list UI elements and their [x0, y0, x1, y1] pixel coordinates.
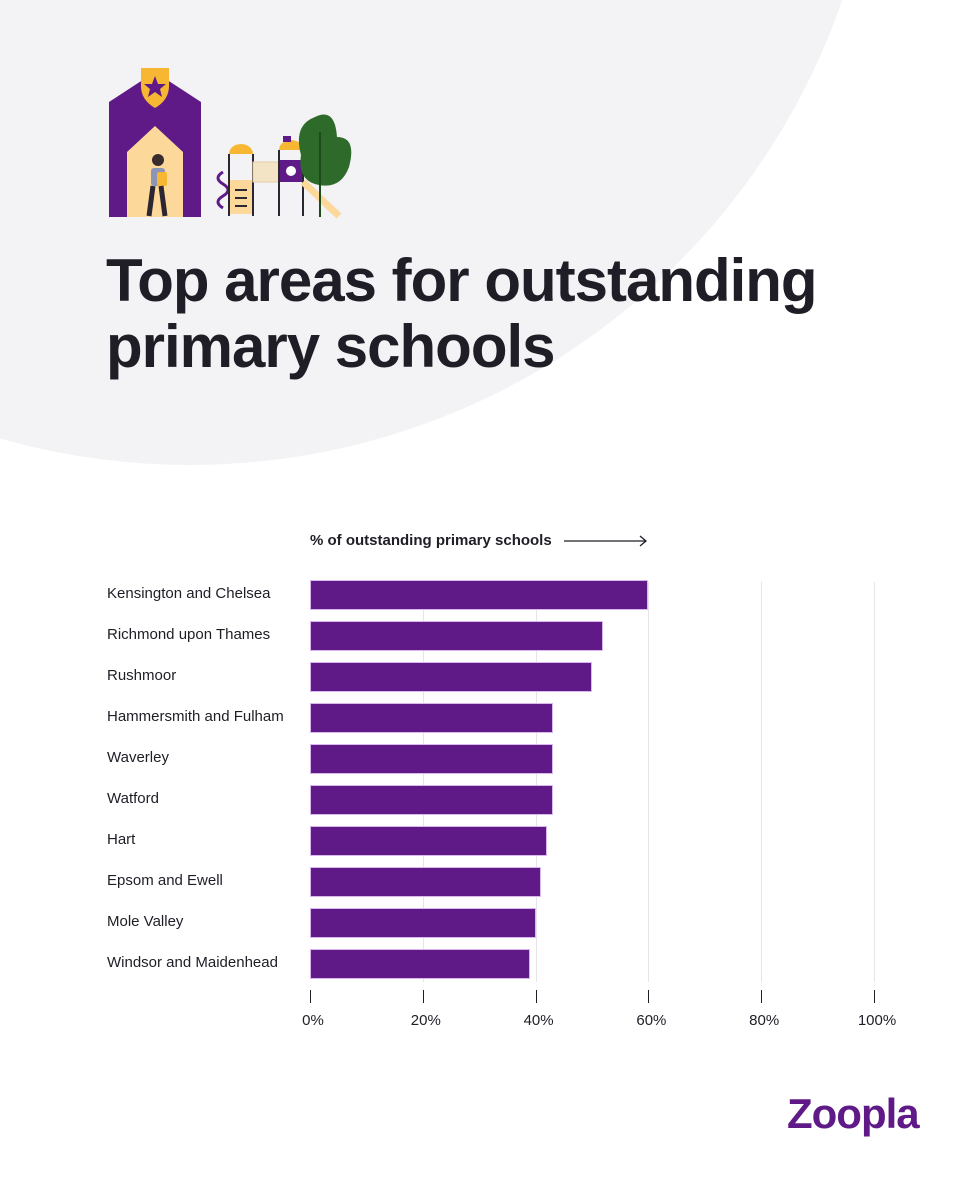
- chart-row: Richmond upon Thames: [0, 619, 980, 651]
- chart-row: Mole Valley: [0, 906, 980, 938]
- chart-row: Hart: [0, 824, 980, 856]
- axis-tick-label: 80%: [749, 1012, 780, 1029]
- axis-tick-label: 60%: [636, 1012, 667, 1029]
- axis-tick-label: 0%: [302, 1012, 324, 1029]
- axis-title-text: % of outstanding primary schools: [310, 532, 552, 549]
- category-label: Watford: [107, 790, 159, 807]
- category-label: Hart: [107, 831, 136, 848]
- axis-tick: [648, 990, 650, 1003]
- axis-tick-label: 20%: [410, 1012, 441, 1029]
- school-illustration: [109, 68, 352, 219]
- axis-title: % of outstanding primary schools: [310, 532, 648, 549]
- bar: [310, 949, 530, 979]
- bar-chart: 0% 20% 40% 60% 80% 100% Kensington and Chelsea…: [0, 578, 980, 1038]
- chart-row: Epsom and Ewell: [0, 865, 980, 897]
- bar: [310, 703, 553, 733]
- category-label: Richmond upon Thames: [107, 626, 271, 643]
- chart-row: Waverley: [0, 742, 980, 774]
- axis-tick: [535, 990, 537, 1003]
- title-line-2: primary schools: [106, 313, 556, 380]
- bar: [310, 867, 542, 897]
- arrow-right-icon: [563, 535, 647, 546]
- gridline: [761, 582, 763, 982]
- axis-tick-label: 40%: [523, 1012, 554, 1029]
- chart-row: Rushmoor: [0, 660, 980, 692]
- axis-tick: [422, 990, 424, 1003]
- axis-tick: [874, 990, 875, 1003]
- category-label: Rushmoor: [107, 667, 177, 684]
- category-label: Epsom and Ewell: [107, 872, 223, 889]
- bar: [310, 621, 604, 651]
- title-line-1: Top areas for outstanding: [106, 247, 818, 314]
- bar: [310, 785, 553, 815]
- chart-row: Watford: [0, 783, 980, 815]
- zoopla-logo: Zoopla: [787, 1090, 920, 1137]
- category-label: Kensington and Chelsea: [107, 585, 271, 602]
- page-title: Top areas for outstanding primary school…: [106, 247, 818, 380]
- bar: [310, 580, 649, 610]
- axis-tick: [761, 990, 763, 1003]
- chart-row: Hammersmith and Fulham: [0, 701, 980, 733]
- bar: [310, 908, 536, 938]
- axis-tick: [310, 990, 311, 1003]
- gridline: [648, 582, 650, 982]
- bar: [310, 826, 547, 856]
- category-label: Hammersmith and Fulham: [107, 708, 284, 725]
- chart-row: Kensington and Chelsea: [0, 578, 980, 610]
- bar: [310, 744, 553, 774]
- chart-row: Windsor and Maidenhead: [0, 947, 980, 979]
- axis-tick-label: 100%: [857, 1012, 897, 1029]
- gridline: [874, 582, 875, 982]
- category-label: Mole Valley: [107, 913, 184, 930]
- gridline: [535, 582, 537, 982]
- category-label: Windsor and Maidenhead: [107, 954, 278, 971]
- category-label: Waverley: [107, 749, 169, 766]
- bar: [310, 662, 592, 692]
- gridline: [422, 582, 424, 982]
